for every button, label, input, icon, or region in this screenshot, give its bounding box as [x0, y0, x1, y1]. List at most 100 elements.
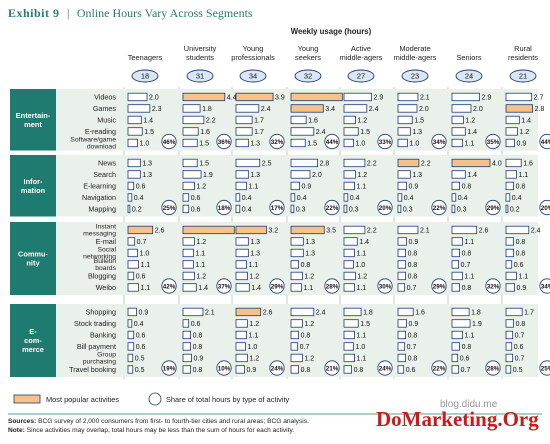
- usage-value: 0.8: [408, 262, 418, 269]
- usage-bar: [505, 170, 517, 179]
- usage-bar: [451, 92, 480, 102]
- activity-label: News: [98, 159, 116, 168]
- segment-name: Active: [351, 44, 371, 53]
- share-circle: [216, 360, 232, 376]
- usage-bar: [505, 138, 515, 148]
- total-hours-badge: [455, 69, 483, 83]
- usage-value: 0.9: [302, 184, 312, 191]
- usage-value: 2.2: [421, 161, 431, 168]
- usage-value: 1.1: [464, 333, 474, 340]
- usage-bar: [397, 307, 414, 317]
- share-circle: [269, 133, 285, 150]
- usage-bar: [290, 138, 306, 148]
- usage-value: 0.8: [516, 184, 526, 191]
- share-circle: [539, 199, 550, 216]
- usage-bar: [182, 260, 194, 269]
- usage-bar: [451, 271, 463, 281]
- usage-value: 1.1: [464, 141, 474, 148]
- usage-value: 0.8: [408, 333, 418, 340]
- usage-value: 0.4: [134, 321, 144, 328]
- usage-bar: [397, 127, 411, 136]
- usage-value: 1.0: [356, 344, 366, 351]
- usage-value: 0.7: [407, 344, 417, 351]
- activity-label: Videos: [94, 93, 116, 102]
- usage-value: 0.8: [193, 367, 203, 374]
- share-value: 34%: [541, 283, 550, 290]
- usage-bar: [505, 204, 509, 214]
- segment-name: Moderate: [399, 44, 430, 53]
- usage-value: 4.4: [227, 95, 237, 102]
- usage-value: 0.9: [409, 321, 419, 328]
- usage-value: 1.1: [464, 274, 474, 281]
- share-value: 21%: [326, 365, 339, 372]
- usage-bar: [343, 365, 352, 374]
- usage-value: 2.4: [316, 310, 326, 317]
- segment-name: Rural: [514, 44, 532, 53]
- activity-label: Navigation: [82, 193, 116, 202]
- exhibit-title: Exhibit 9 | Online Hours Vary Across Seg…: [8, 4, 548, 22]
- usage-value: 0.9: [247, 367, 257, 374]
- usage-bar: [451, 170, 466, 179]
- share-circle: [161, 133, 177, 150]
- usage-bar: [451, 307, 470, 317]
- share-circle: [216, 199, 232, 216]
- share-value: 42%: [163, 283, 176, 290]
- usage-value: 0.7: [137, 239, 147, 246]
- share-value: 18%: [218, 205, 231, 212]
- share-circle: [324, 360, 340, 376]
- group-label-box: [10, 304, 56, 377]
- usage-bar: [343, 181, 355, 191]
- usage-bar: [451, 260, 460, 269]
- usage-value: 0.8: [462, 251, 472, 258]
- activity-label: Bill payment: [77, 342, 116, 351]
- share-circle: [216, 133, 232, 150]
- usage-value: 1.5: [360, 129, 370, 136]
- share-circle: [269, 199, 285, 216]
- usage-value: 2.0: [312, 172, 322, 179]
- total-hours-badge: [509, 69, 537, 83]
- usage-bar: [505, 104, 534, 113]
- activity-label: E-learning: [83, 182, 116, 191]
- usage-bar: [235, 307, 262, 317]
- share-circle: [324, 133, 340, 150]
- total-hours-badge: [401, 69, 429, 83]
- usage-value: 4.0: [492, 161, 502, 168]
- usage-bar: [343, 319, 359, 328]
- title-separator: |: [66, 6, 70, 20]
- usage-value: 1.3: [305, 251, 315, 258]
- usage-bar: [505, 237, 514, 246]
- group-label: Infor-: [24, 177, 43, 186]
- share-value: 29%: [433, 283, 446, 290]
- usage-value: 1.2: [196, 274, 206, 281]
- usage-bar: [451, 237, 463, 246]
- usage-bar: [290, 193, 296, 202]
- usage-bar: [397, 283, 406, 292]
- usage-bar: [182, 115, 205, 125]
- usage-value: 1.5: [414, 118, 424, 125]
- share-circle: [216, 278, 232, 294]
- share-circle: [539, 133, 550, 150]
- legend-highlight-swatch: [13, 394, 41, 404]
- usage-bar: [343, 237, 358, 246]
- group-label: com-: [24, 336, 42, 345]
- usage-bar: [343, 283, 355, 292]
- usage-bar: [290, 115, 307, 125]
- segment-name: residents: [508, 53, 538, 62]
- legend-share-label: Share of total hours by type of activity: [166, 395, 290, 404]
- usage-value: 1.4: [467, 172, 477, 179]
- usage-bar: [290, 204, 295, 214]
- usage-bar: [505, 271, 517, 281]
- usage-value: 0.4: [458, 195, 468, 202]
- usage-value: 0.6: [191, 195, 201, 202]
- share-value: 29%: [487, 205, 500, 212]
- share-circle: [269, 360, 285, 376]
- usage-bar: [505, 365, 512, 374]
- usage-bar: [290, 319, 303, 328]
- usage-value: 2.5: [262, 161, 272, 168]
- share-value: 36%: [218, 139, 231, 146]
- usage-bar: [505, 181, 514, 191]
- usage-bar: [182, 307, 204, 317]
- usage-value: 0.8: [516, 251, 526, 258]
- activity-label: purchasing: [83, 359, 116, 366]
